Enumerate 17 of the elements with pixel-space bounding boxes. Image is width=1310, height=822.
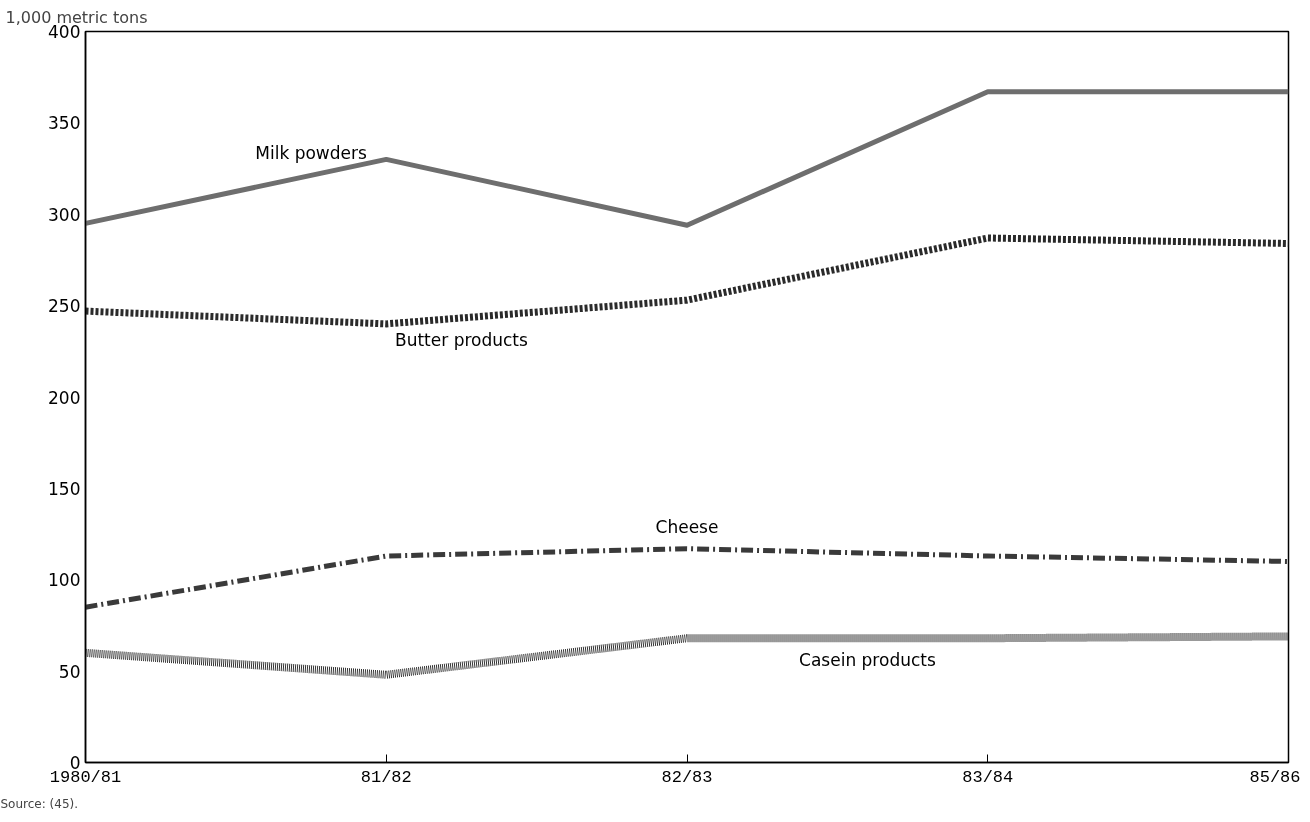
- y-tick-label: 300: [48, 204, 81, 225]
- y-tick-label: 50: [58, 661, 81, 682]
- x-tick-label: 83/84: [962, 767, 1014, 787]
- x-tick-label: 85/86: [1249, 767, 1301, 787]
- x-tick-label: 82/83: [661, 767, 713, 787]
- series-label: Cheese: [655, 516, 719, 537]
- series-label: Milk powders: [255, 143, 367, 164]
- y-tick-label: 350: [48, 113, 81, 134]
- y-tick-label: 250: [48, 296, 81, 317]
- source-note: Source: (45).: [0, 796, 79, 811]
- y-tick-label: 200: [48, 387, 81, 408]
- y-tick-label: 400: [48, 22, 81, 42]
- y-tick-label: 150: [48, 478, 81, 499]
- series-label: Butter products: [395, 329, 529, 350]
- series-label: Casein products: [799, 650, 936, 671]
- x-tick-label: 81/82: [360, 767, 412, 787]
- y-tick-label: 100: [48, 570, 81, 591]
